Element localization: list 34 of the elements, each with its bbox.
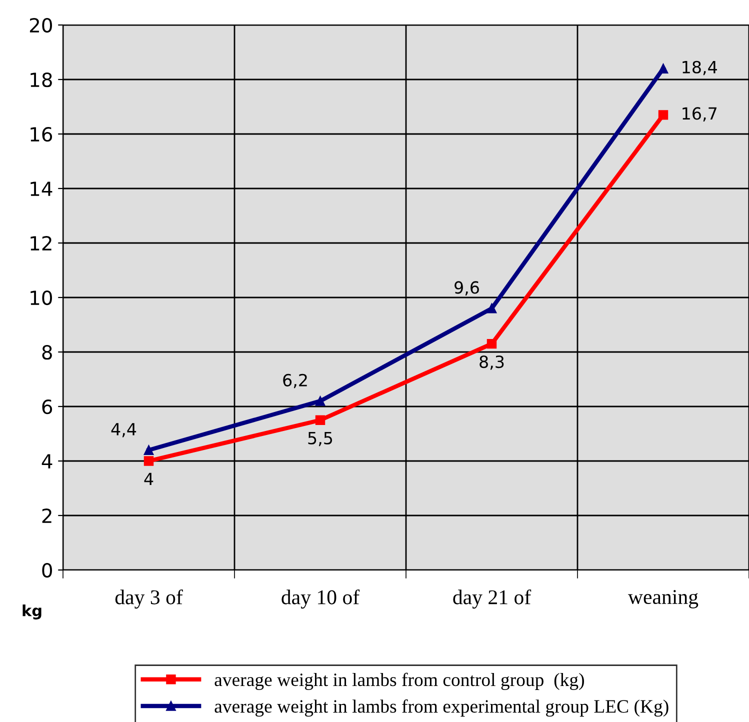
point	[486, 338, 497, 349]
point	[658, 64, 668, 74]
x-tick-label: day 21 of	[453, 589, 532, 609]
y-tick-label: 12	[30, 236, 52, 250]
y-tick-label: 20	[30, 18, 52, 33]
y-tick-label: 4	[42, 454, 52, 468]
data-label: 9,6	[454, 281, 479, 296]
point	[144, 456, 154, 466]
data-label: 6,2	[283, 374, 307, 388]
y-tick-label: 8	[42, 344, 52, 360]
y-tick-label: 16	[30, 126, 52, 142]
y-tick-label: 10	[30, 290, 52, 306]
point	[658, 110, 668, 120]
legend-label: average weight in lambs from experimental group LEC (Kg)	[214, 699, 668, 717]
point	[486, 304, 497, 314]
data-label: 16,7	[682, 107, 716, 122]
data-label: 4	[144, 472, 154, 486]
point	[315, 415, 326, 425]
y-tick-label: 14	[30, 182, 52, 196]
x-tick-label: day 10 of	[282, 589, 360, 609]
data-label: 4,4	[111, 423, 136, 438]
y-tick-label: 2	[42, 508, 52, 523]
y-tick-label: 0	[42, 562, 52, 578]
point	[315, 396, 326, 406]
data-label: 18,4	[682, 60, 717, 76]
y-tick-label: 6	[42, 399, 52, 414]
data-label: 5,5	[308, 432, 332, 446]
y-tick-label: 18	[30, 72, 52, 88]
x-tick-label: day 3 of	[115, 589, 183, 609]
point	[144, 445, 154, 455]
x-tick-label: weaning	[628, 590, 698, 608]
y-axis-title: kg	[22, 604, 42, 620]
data-label: 8,3	[480, 356, 504, 370]
legend-label: average weight in lambs from control group (kg)	[214, 672, 584, 690]
